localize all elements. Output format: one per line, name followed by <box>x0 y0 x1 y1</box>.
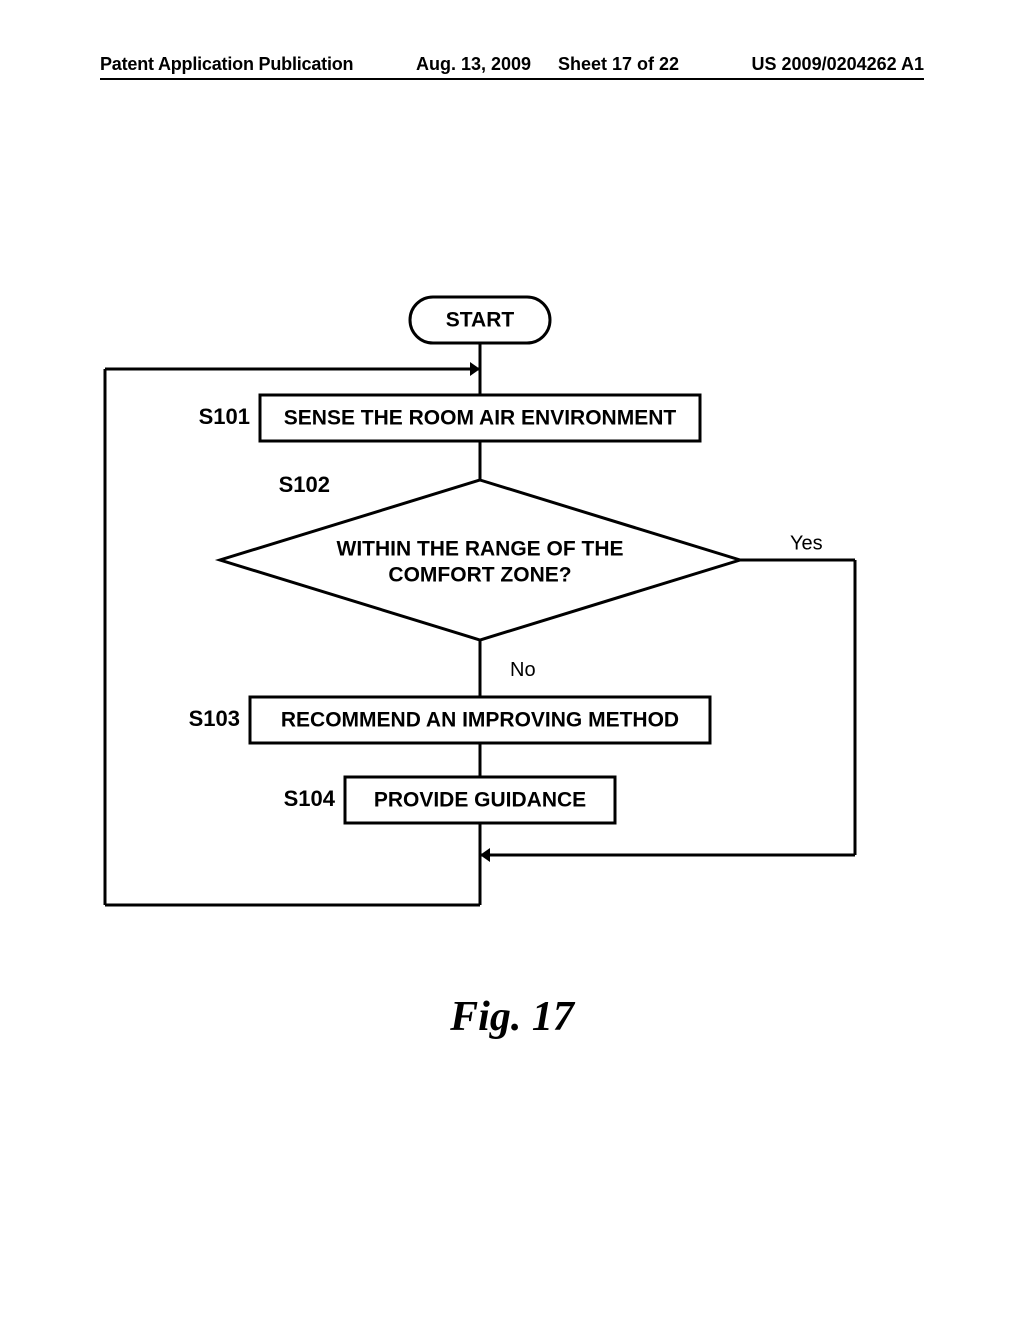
svg-text:Yes: Yes <box>790 532 823 554</box>
svg-text:PROVIDE GUIDANCE: PROVIDE GUIDANCE <box>374 789 586 812</box>
svg-text:No: No <box>510 659 536 681</box>
flowchart-svg: START SENSE THE ROOM AIR ENVIRONMENT S101 W… <box>0 0 1024 1320</box>
svg-text:Fig. 17: Fig. 17 <box>449 994 576 1040</box>
svg-text:S102: S102 <box>279 472 330 497</box>
svg-text:S103: S103 <box>189 706 240 731</box>
svg-text:S104: S104 <box>284 786 336 811</box>
svg-text:S101: S101 <box>199 404 250 429</box>
page: Patent Application Publication Aug. 13, … <box>0 0 1024 1320</box>
svg-text:COMFORT ZONE?: COMFORT ZONE? <box>388 564 571 587</box>
svg-text:START: START <box>446 309 515 332</box>
svg-text:RECOMMEND AN IMPROVING METHOD: RECOMMEND AN IMPROVING METHOD <box>281 709 679 732</box>
svg-text:SENSE THE ROOM AIR ENVIRONMENT: SENSE THE ROOM AIR ENVIRONMENT <box>284 407 677 430</box>
svg-text:WITHIN THE RANGE OF THE: WITHIN THE RANGE OF THE <box>337 538 624 561</box>
